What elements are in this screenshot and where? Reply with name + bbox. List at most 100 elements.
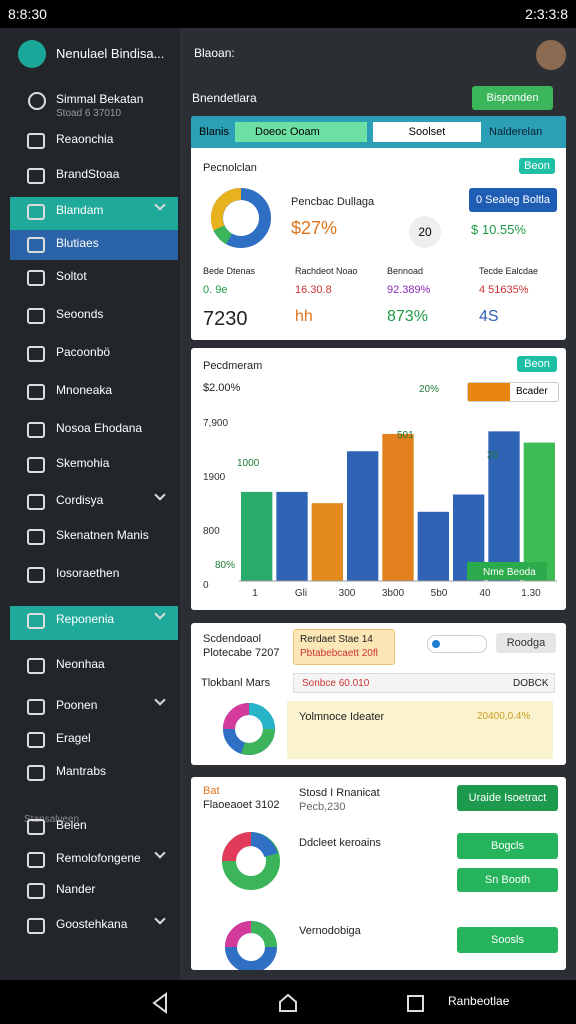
annotation: 20% xyxy=(419,384,439,395)
menu-item[interactable]: Reaonchia xyxy=(56,132,114,146)
menu-item[interactable]: Blandam xyxy=(56,203,104,217)
bar xyxy=(347,451,379,581)
pill[interactable]: Beon xyxy=(519,158,555,174)
card-title: Pecdmeram xyxy=(203,360,263,372)
menu-icon xyxy=(27,133,45,149)
tab[interactable]: Blanis xyxy=(199,126,229,138)
x-label: 1 xyxy=(252,588,258,599)
menu-item[interactable]: Nander xyxy=(56,882,96,896)
menu-item[interactable]: Skenatnen Manis xyxy=(56,528,149,542)
menu-icon xyxy=(27,699,45,715)
stat-label: Bennoad xyxy=(387,266,424,276)
menu-icon xyxy=(27,422,45,438)
stat-label: Tecde Ealcdae xyxy=(479,266,539,276)
x-label: 1.30 xyxy=(521,588,541,599)
annotation: 80% xyxy=(215,560,235,571)
x-label: 300 xyxy=(339,588,356,599)
card-title: Pecnolclan xyxy=(203,162,257,174)
y-label: 0 xyxy=(203,580,209,591)
nav-label: Ranbeotlae xyxy=(448,994,510,1008)
dropdown-right: DOBCK xyxy=(513,678,549,689)
right-value: $ 10.55% xyxy=(471,222,526,237)
nav-icons xyxy=(152,992,424,1014)
menu-item[interactable]: Iosoraethen xyxy=(56,566,120,580)
info-box: Yolmnoce Ideater 20400,0.4% xyxy=(287,701,553,759)
avatar[interactable] xyxy=(536,40,566,70)
menu-item[interactable]: Cordisya xyxy=(56,493,104,507)
heading-sub: Pecb,230 xyxy=(299,801,346,813)
menu-item[interactable]: Blutiaes xyxy=(56,236,99,250)
stat-big: 4S xyxy=(479,308,499,325)
menu-item[interactable]: Pacoonbö xyxy=(56,345,111,359)
stat-big: 7230 xyxy=(203,308,248,330)
menu-icon xyxy=(27,658,45,674)
tab[interactable]: Soolset xyxy=(373,122,481,142)
menu-icon xyxy=(27,918,45,934)
profile-name: Nenulael Bindisa... xyxy=(56,46,165,61)
pill[interactable]: Beon xyxy=(517,356,557,372)
bar xyxy=(382,433,414,581)
section-label: Stansalveen xyxy=(24,814,80,825)
button[interactable]: Bogcls xyxy=(457,833,558,859)
user-sub: Stoad 6 37010 xyxy=(56,108,122,119)
menu-item[interactable]: Nosoa Ehodana xyxy=(56,421,143,435)
label: Tlokbanl Mars xyxy=(201,677,271,689)
active-bg xyxy=(10,230,178,260)
notice-title: Rerdaet Stae 14 xyxy=(300,634,373,645)
toggle[interactable]: Bcader xyxy=(467,382,559,402)
active-bg xyxy=(10,197,178,231)
annotation: 20 xyxy=(487,450,499,461)
toggle-label: Bcader xyxy=(516,386,548,397)
x-label: 3b00 xyxy=(382,588,405,599)
action-button[interactable]: 0 Sealeg Boltla xyxy=(469,188,557,212)
card-subtitle: Flaoeaoet 3102 xyxy=(203,799,280,811)
menu-item[interactable]: Eragel xyxy=(56,731,91,745)
stat-label: Rachdeot Noao xyxy=(295,266,358,276)
switch[interactable] xyxy=(427,635,487,653)
search[interactable]: Blaoan: xyxy=(194,46,235,60)
menu-item[interactable]: Mnoneaka xyxy=(56,383,113,397)
button[interactable]: Sn Booth xyxy=(457,868,558,892)
menu-icon xyxy=(27,883,45,899)
clock: 2:3:3:8 xyxy=(525,6,568,22)
percent: $27% xyxy=(291,218,338,238)
menu-icon xyxy=(27,765,45,781)
logo xyxy=(18,40,46,68)
menu-icon xyxy=(27,457,45,473)
summary-card: Blanis Doeoc Ooam Soolset Nalderelan Pec… xyxy=(191,116,566,340)
menu-icon xyxy=(27,384,45,400)
menu-icon xyxy=(27,819,45,835)
button[interactable]: Soosls xyxy=(457,927,558,953)
menu-icon xyxy=(27,529,45,545)
menu-icon xyxy=(27,732,45,748)
menu-item[interactable]: Goostehkana xyxy=(56,917,128,931)
menu-item[interactable]: Poonen xyxy=(56,698,98,712)
tab[interactable]: Doeoc Ooam xyxy=(235,122,367,142)
menu-item[interactable]: Mantrabs xyxy=(56,764,107,778)
menu-item[interactable]: Neonhaa xyxy=(56,657,105,671)
info-title: Yolmnoce Ideater xyxy=(299,711,385,723)
subtitle: Pencbac Dullaga xyxy=(291,196,375,208)
dropdown[interactable]: Sonbce 60.010 xyxy=(293,673,555,693)
menu-item[interactable]: BrandStoaa xyxy=(56,167,120,181)
primary-button[interactable]: Bisponden xyxy=(472,86,553,110)
menu-item[interactable]: Remolofongene xyxy=(56,851,141,865)
menu-item[interactable]: Skemohia xyxy=(56,456,110,470)
menu-item[interactable]: Seoonds xyxy=(56,307,104,321)
x-label: 40 xyxy=(479,588,491,599)
chevron xyxy=(154,694,166,706)
bar xyxy=(311,503,343,581)
menu-icon xyxy=(27,567,45,583)
menu-item[interactable]: Belen xyxy=(56,818,87,832)
tab[interactable]: Nalderelan xyxy=(489,126,543,138)
y-label: 1900 xyxy=(203,472,226,483)
stat-value: 4 51635% xyxy=(479,284,529,296)
time: 8:8:30 xyxy=(8,6,47,22)
menu-item[interactable]: Soltot xyxy=(56,269,87,283)
legend-bg xyxy=(467,562,547,580)
button[interactable]: Uraide Isoetract xyxy=(457,785,558,811)
menu-icon xyxy=(27,346,45,362)
button[interactable]: Roodga xyxy=(496,633,556,653)
chevron xyxy=(154,847,166,859)
menu-item[interactable]: Reponenia xyxy=(56,612,115,626)
